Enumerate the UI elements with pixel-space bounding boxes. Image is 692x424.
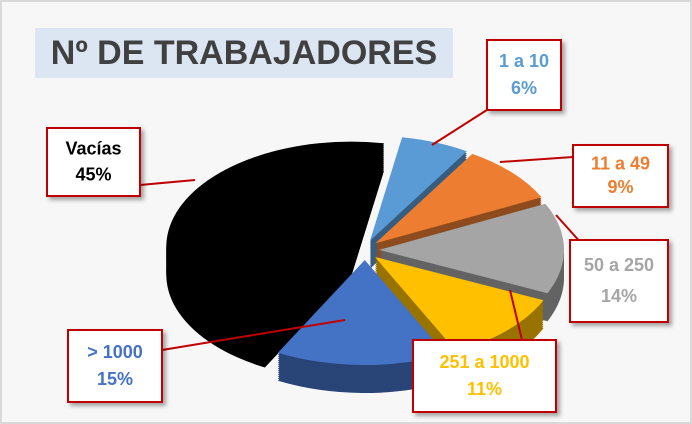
value-label: 45%: [75, 164, 111, 184]
leader-line: [509, 289, 523, 341]
slice: [375, 153, 542, 244]
value-label: 11%: [467, 379, 502, 399]
value-label: 9%: [607, 177, 633, 197]
value-label: 6%: [511, 78, 537, 98]
category-label: Vacías: [65, 139, 121, 159]
value-label: 14%: [601, 286, 637, 306]
label-box: [572, 144, 669, 208]
slice: [370, 137, 467, 241]
category-label: 1 a 10: [499, 51, 549, 71]
title-box: [35, 28, 453, 78]
value-label: 15%: [97, 369, 133, 389]
slice: [375, 257, 544, 352]
label-box: [46, 127, 141, 197]
leader-line: [161, 319, 346, 351]
category-label: > 1000: [87, 342, 143, 362]
pie: [166, 137, 565, 394]
label-box: [412, 339, 557, 413]
leader-line: [139, 179, 196, 186]
slice: [277, 260, 446, 366]
leader-line: [499, 156, 574, 163]
category-label: 251 a 1000: [439, 352, 529, 372]
slice: [379, 203, 565, 294]
category-label: 50 a 250: [584, 255, 654, 275]
category-label: 11 a 49: [591, 154, 650, 174]
slice: [166, 141, 384, 340]
labels: 1 a 10 6% 11 a 49 9% 50 a 250 14% 251 a 1000 11…: [46, 39, 669, 413]
chart-title: Nº DE TRABAJADORES: [51, 34, 437, 72]
label-box: [67, 329, 163, 403]
label-box: [569, 239, 669, 323]
label-box: [486, 39, 562, 111]
leader-line: [431, 107, 491, 146]
